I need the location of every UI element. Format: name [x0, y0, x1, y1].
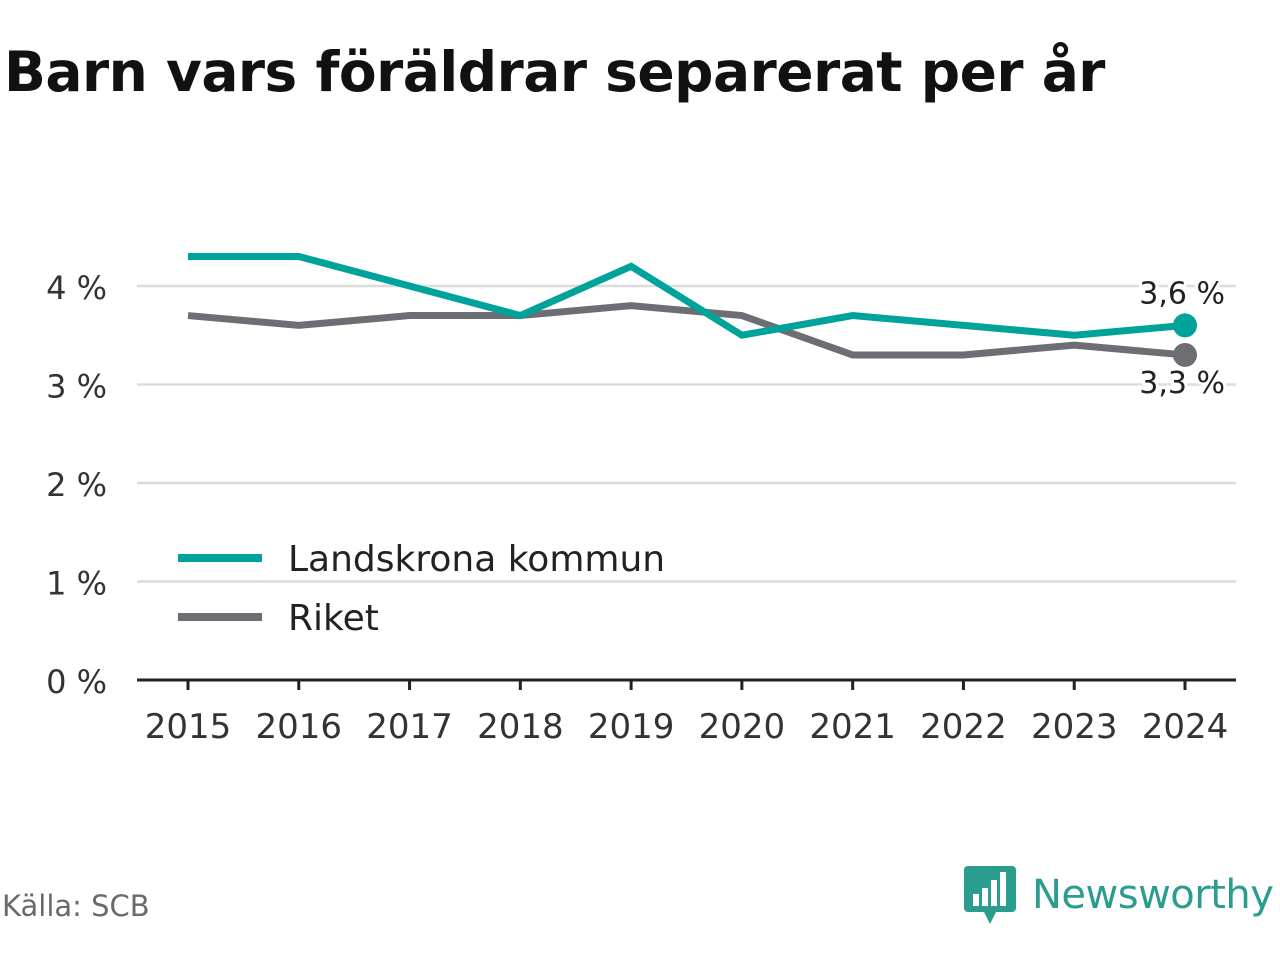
end-point [1173, 342, 1197, 367]
source-note: Källa: SCB [2, 889, 150, 923]
chart-title: Barn vars föräldrar separerat per år [4, 40, 1105, 104]
line-chart: 0 % 1 % 2 % 3 % 4 % 2015 2016 2017 2018 2019 2020… [46, 252, 1236, 747]
end-value-label: 3,6 % [1139, 276, 1225, 311]
y-tick-label: 2 % [46, 466, 107, 504]
x-tick-label: 2022 [920, 707, 1007, 747]
x-tick-label: 2016 [256, 707, 343, 747]
y-tick-label: 3 % [46, 368, 107, 406]
gridlines [137, 284, 1236, 583]
x-axis: 2015 2016 2017 2018 2019 2020 2021 2022 2023 2024 [137, 678, 1236, 747]
series-line [188, 252, 1186, 339]
end-point [1173, 313, 1197, 338]
x-tick-label: 2024 [1142, 707, 1229, 747]
legend: Landskrona kommun Riket [164, 528, 684, 639]
bar-chart-icon [964, 866, 1016, 924]
legend-label: Landskrona kommun [288, 539, 665, 580]
brand-logo: Newsworthy [964, 864, 1274, 926]
x-tick-label: 2021 [809, 707, 896, 747]
y-axis-ticks: 0 % 1 % 2 % 3 % 4 % [46, 269, 107, 701]
x-tick-label: 2017 [366, 707, 453, 747]
end-value-label: 3,3 % [1139, 366, 1225, 401]
x-tick-label: 2019 [588, 707, 675, 747]
y-tick-label: 0 % [46, 663, 107, 701]
x-tick-label: 2015 [145, 707, 232, 747]
end-points: 3,6 % 3,3 % [1136, 273, 1228, 404]
legend-label: Riket [288, 598, 379, 639]
x-tick-label: 2018 [477, 707, 564, 747]
y-tick-label: 1 % [46, 565, 107, 603]
series-line [187, 302, 1186, 359]
series-lines [187, 252, 1186, 359]
x-tick-label: 2023 [1031, 707, 1118, 747]
brand-name: Newsworthy [1032, 872, 1274, 918]
x-tick-label: 2020 [699, 707, 786, 747]
y-tick-label: 4 % [46, 269, 107, 307]
